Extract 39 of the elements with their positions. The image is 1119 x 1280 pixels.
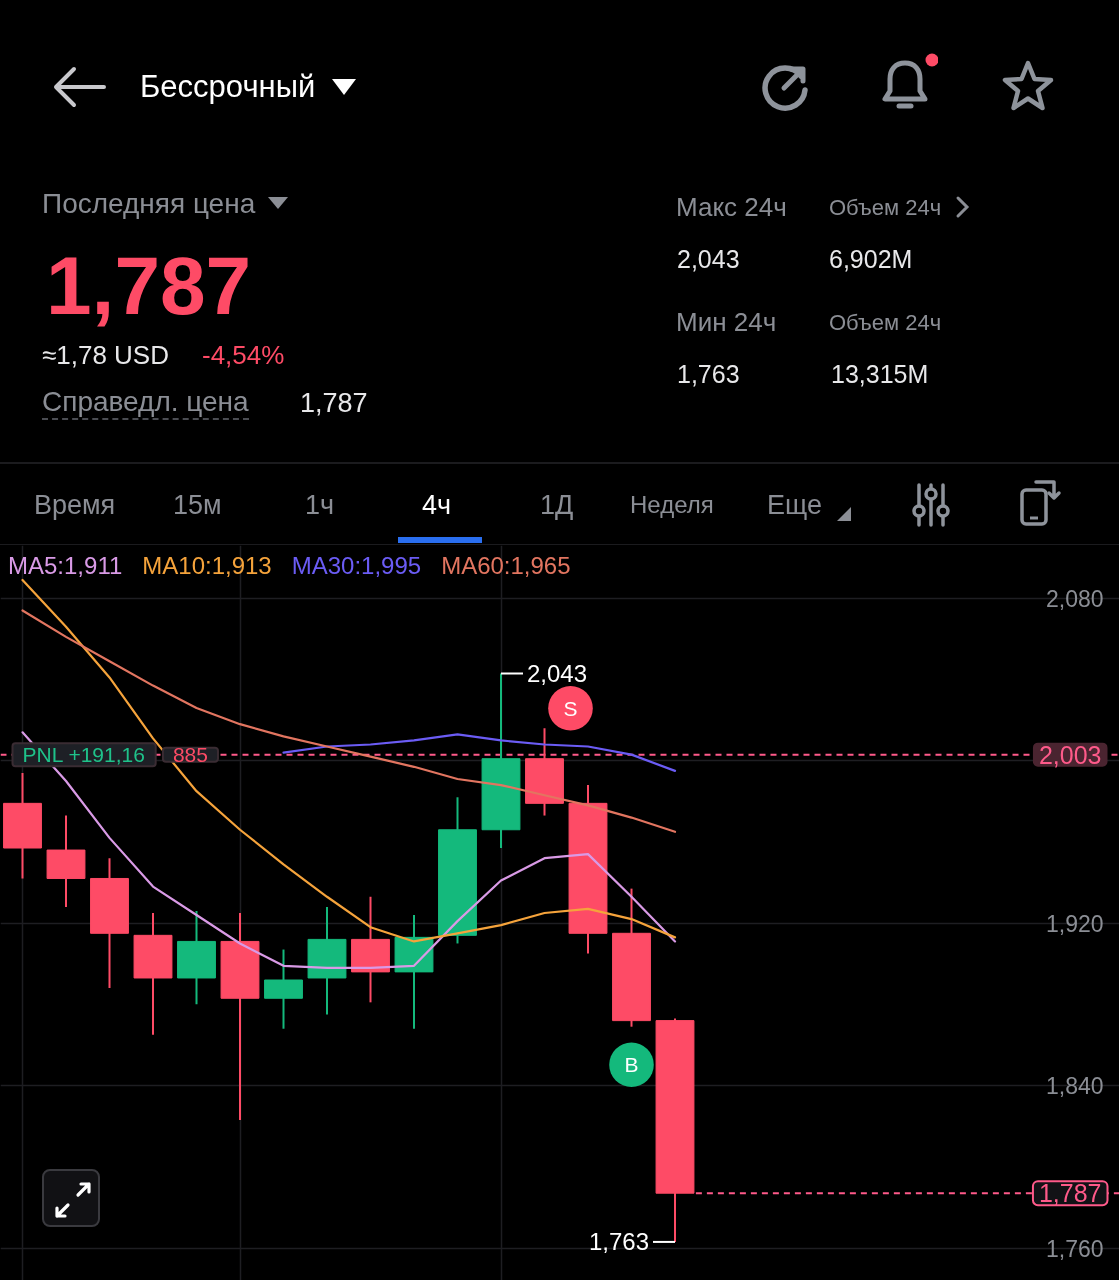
text: 15м	[173, 488, 222, 522]
ref-line-label: 1,787	[1038, 1179, 1102, 1208]
y-tick-label: 2,080	[1045, 585, 1104, 612]
annotation: 885	[172, 742, 208, 766]
annotation: B	[624, 1053, 639, 1077]
line-series	[21, 731, 677, 969]
text: Неделя	[630, 490, 714, 520]
line-series	[21, 609, 677, 833]
annotation: 2,043	[527, 659, 588, 687]
text: 4ч	[422, 488, 452, 522]
text: Справедл. цена	[42, 386, 249, 420]
chart-title: Бессрочный	[140, 67, 317, 106]
text: 2,043	[677, 243, 740, 275]
text: Мин 24ч	[676, 306, 777, 338]
text: Последняя цена	[42, 186, 257, 221]
line-series	[21, 578, 677, 943]
legend: MA5:1,911 MA10:1,913 MA30:1,995 MA60:1,965	[8, 551, 571, 581]
text: 1,787	[46, 239, 252, 333]
y-tick-label: 1,840	[1045, 1073, 1104, 1100]
text: Время	[34, 488, 116, 522]
text: 1,787	[300, 386, 368, 420]
annotation: PNL +191,16	[22, 743, 145, 767]
text: 13,315M	[831, 358, 929, 390]
annotation: 1,763	[588, 1228, 649, 1256]
y-tick-label: 1,920	[1045, 910, 1104, 937]
annotation: S	[563, 696, 578, 720]
text: ≈1,78 USD	[42, 339, 169, 371]
text: -4,54%	[202, 339, 285, 371]
ref-line-label: 2,003	[1038, 740, 1102, 769]
text: Еще	[767, 488, 823, 522]
text: Макс 24ч	[676, 191, 787, 223]
line-series	[282, 733, 677, 772]
text: 1Д	[540, 488, 574, 522]
text: 1ч	[305, 488, 335, 522]
text: Объем 24ч	[829, 308, 942, 336]
text: 6,902M	[829, 243, 913, 275]
text: 1,763	[677, 358, 740, 390]
text: Объем 24ч	[829, 193, 943, 221]
y-tick-label: 1,760	[1045, 1235, 1104, 1262]
